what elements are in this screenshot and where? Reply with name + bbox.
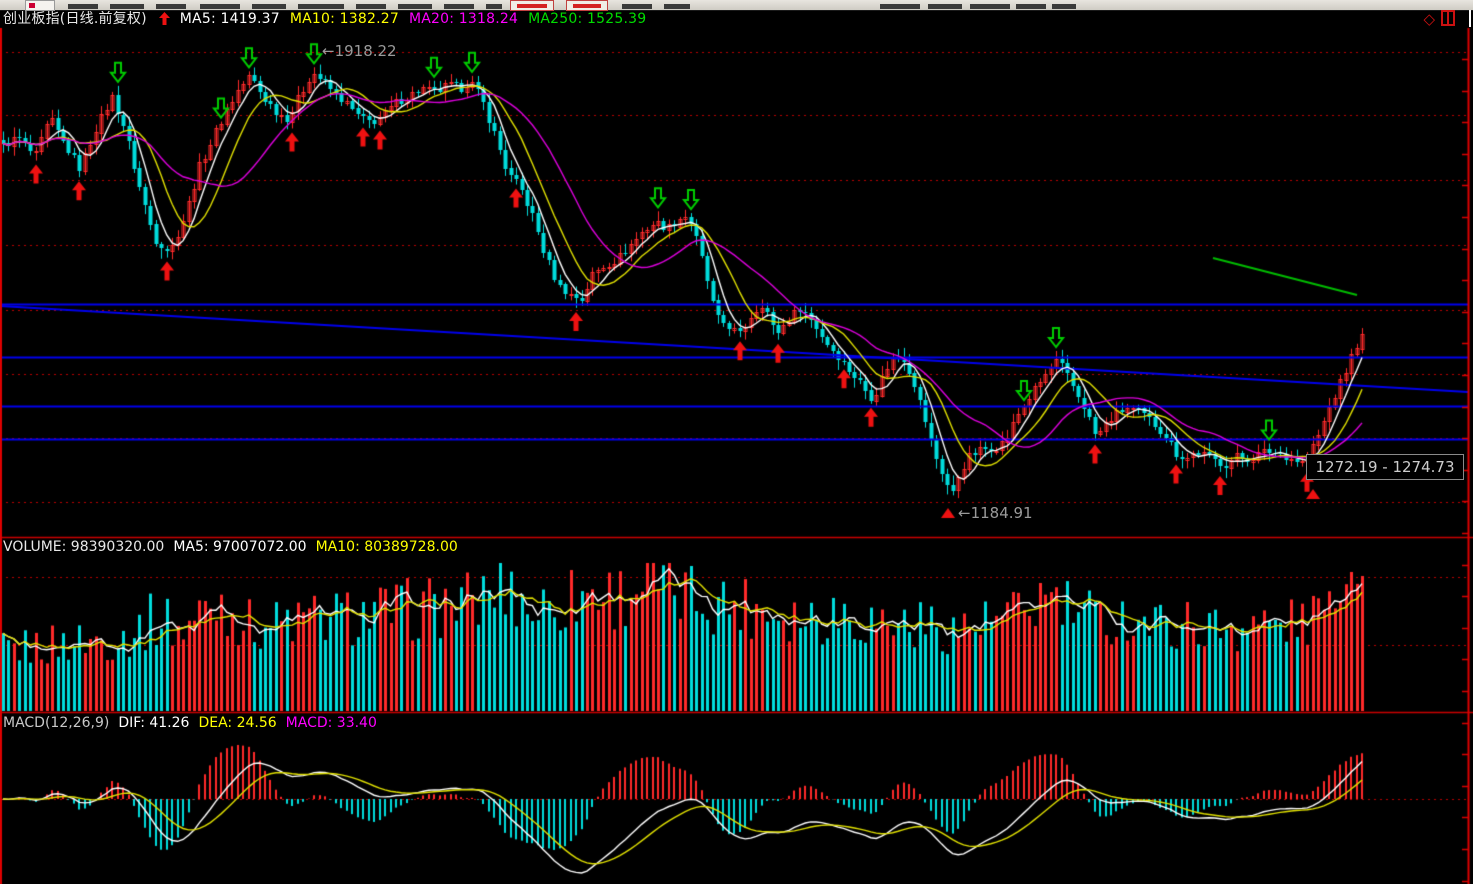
header-right-icons: ◇: [1423, 10, 1455, 28]
page-title: 创业板指(日线.前复权): [3, 11, 147, 27]
ma10-value: MA10: 1382.27: [289, 11, 399, 27]
menu-hot-button-2[interactable]: [566, 0, 608, 11]
dif-value: DIF: 41.26: [118, 715, 190, 731]
ma250-value: MA250: 1525.39: [528, 11, 647, 27]
macd-name: MACD(12,26,9): [3, 715, 110, 731]
window-edge: [1469, 10, 1471, 27]
volume-header: VOLUME: 98390320.00 MA5: 97007072.00 MA10:…: [3, 539, 467, 555]
ma20-value: MA20: 1318.24: [408, 11, 519, 27]
window-icon[interactable]: [25, 0, 55, 11]
menu-bar: [0, 0, 1473, 11]
ma5-value: MA5: 1419.37: [179, 11, 280, 27]
macd-value: MACD: 33.40: [285, 715, 377, 731]
volume-ma10-value: MA10: 80389728.00: [315, 539, 458, 555]
volume-ma5-value: MA5: 97007072.00: [173, 539, 307, 555]
peak-price-label: ←1918.22: [322, 42, 397, 60]
dea-value: DEA: 24.56: [198, 715, 277, 731]
macd-header: MACD(12,26,9) DIF: 41.26 DEA: 24.56 MACD: 3…: [3, 715, 386, 731]
up-arrow-icon: [158, 12, 170, 30]
menu-hot-button-1[interactable]: [510, 0, 554, 11]
volume-value: VOLUME: 98390320.00: [3, 539, 165, 555]
window-box-icon[interactable]: [1441, 10, 1455, 26]
diamond-icon[interactable]: ◇: [1423, 10, 1435, 28]
gap-range-box: 1272.19 - 1274.73: [1306, 454, 1464, 480]
chart-header: 创业板指(日线.前复权) MA5: 1419.37 MA10: 1382.27 MA2…: [3, 10, 656, 28]
trough-price-label: ←1184.91: [958, 504, 1033, 522]
